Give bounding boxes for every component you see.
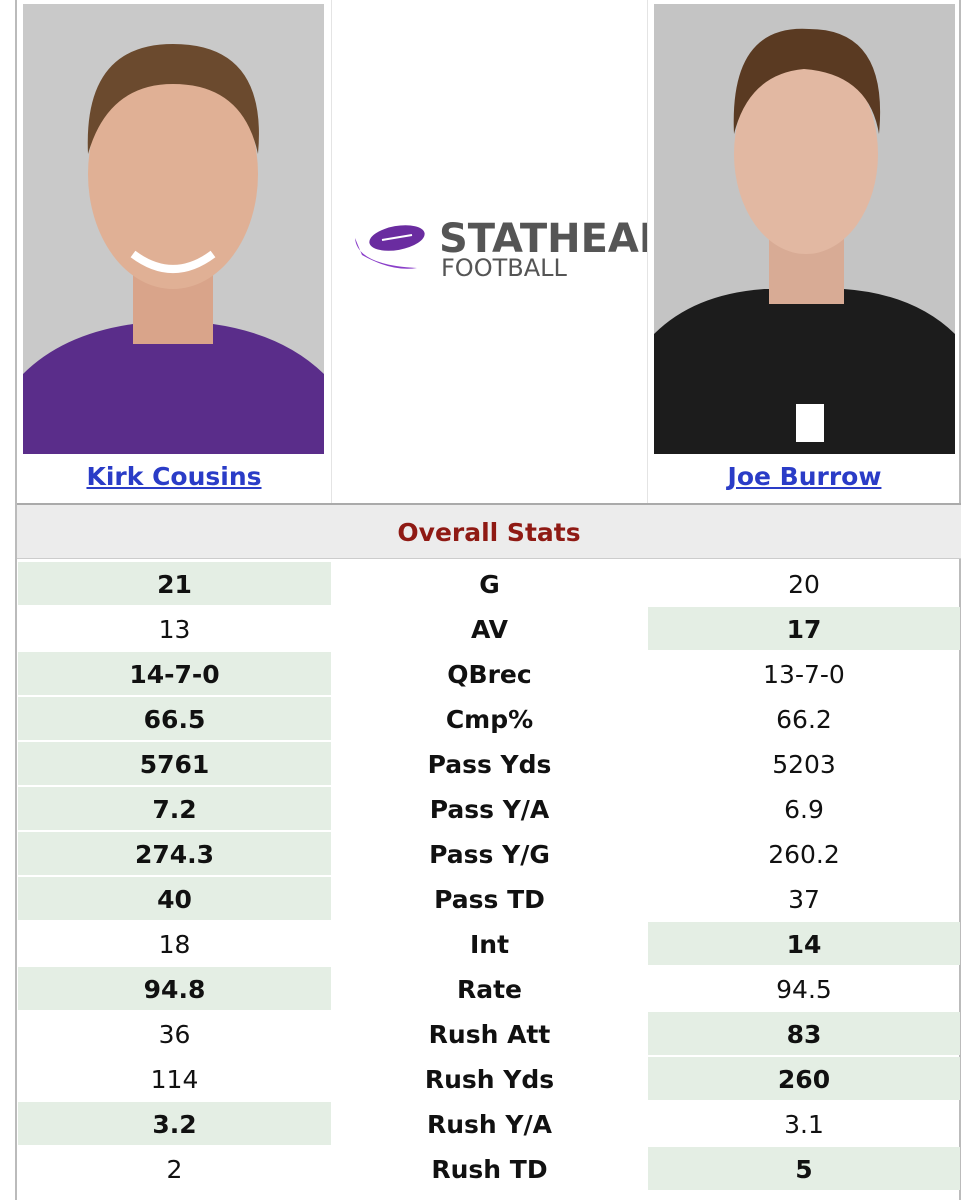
header: Kirk Cousins STATHEAD FOOTBALL Joe Burro… bbox=[17, 0, 961, 505]
stat-row: 40 Pass TD 37 bbox=[17, 877, 961, 922]
stat-row: 114 Rush Yds 260 bbox=[17, 1057, 961, 1102]
stat-name: Rush Att bbox=[428, 1020, 551, 1049]
player-right: Joe Burrow bbox=[648, 0, 961, 503]
stat-value: 2 bbox=[166, 1155, 183, 1184]
stat-name: G bbox=[479, 570, 500, 599]
stats-table: 21 G 20 13 AV 17 14-7-0 QBrec 13-7-0 66.5 Cmp% 66.2… bbox=[17, 562, 961, 1192]
section-title: Overall Stats bbox=[17, 505, 961, 559]
stat-value: 83 bbox=[648, 1012, 960, 1055]
stat-value: 260 bbox=[648, 1057, 960, 1100]
stat-name: Rate bbox=[456, 975, 523, 1004]
stat-value: 14-7-0 bbox=[18, 652, 331, 695]
player-photo bbox=[654, 4, 955, 454]
stat-value: 21 bbox=[18, 562, 331, 605]
stat-name: Rush Yds bbox=[424, 1065, 555, 1094]
stat-row: 274.3 Pass Y/G 260.2 bbox=[17, 832, 961, 877]
stat-value: 13 bbox=[158, 615, 191, 644]
stat-value: 17 bbox=[648, 607, 960, 650]
stat-value: 274.3 bbox=[18, 832, 331, 875]
logo-subtitle: FOOTBALL bbox=[441, 254, 568, 282]
stat-value: 20 bbox=[788, 570, 820, 599]
stat-value: 6.9 bbox=[784, 795, 824, 824]
logo-title: STATHEAD bbox=[439, 216, 647, 262]
stat-row: 14-7-0 QBrec 13-7-0 bbox=[17, 652, 961, 697]
stat-row: 2 Rush TD 5 bbox=[17, 1147, 961, 1192]
stat-value: 260.2 bbox=[768, 840, 840, 869]
player-name[interactable]: Joe Burrow bbox=[727, 462, 882, 491]
stat-row: 3.2 Rush Y/A 3.1 bbox=[17, 1102, 961, 1147]
stat-value: 94.8 bbox=[18, 967, 331, 1010]
stat-value: 40 bbox=[18, 877, 331, 920]
stat-name: Cmp% bbox=[445, 705, 534, 734]
stat-value: 7.2 bbox=[18, 787, 331, 830]
stat-row: 94.8 Rate 94.5 bbox=[17, 967, 961, 1012]
stat-value: 94.5 bbox=[776, 975, 832, 1004]
stat-name: Pass Yds bbox=[427, 750, 552, 779]
stat-row: 7.2 Pass Y/A 6.9 bbox=[17, 787, 961, 832]
stat-row: 21 G 20 bbox=[17, 562, 961, 607]
stat-name: AV bbox=[471, 615, 508, 644]
stat-value: 18 bbox=[158, 930, 191, 959]
logo: STATHEAD FOOTBALL bbox=[355, 216, 647, 282]
stat-value: 13-7-0 bbox=[763, 660, 845, 689]
logo-col: STATHEAD FOOTBALL bbox=[332, 0, 648, 503]
stat-value: 36 bbox=[158, 1020, 191, 1049]
stat-name: Rush TD bbox=[431, 1155, 548, 1184]
comparison: Kirk Cousins STATHEAD FOOTBALL Joe Burro… bbox=[15, 0, 961, 1200]
stat-value: 5203 bbox=[772, 750, 836, 779]
stat-name: Pass Y/G bbox=[429, 840, 550, 869]
player-photo bbox=[23, 4, 324, 454]
player-name[interactable]: Kirk Cousins bbox=[86, 462, 262, 491]
stat-value: 3.1 bbox=[784, 1110, 824, 1139]
stat-row: 36 Rush Att 83 bbox=[17, 1012, 961, 1057]
stat-value: 5 bbox=[648, 1147, 960, 1190]
stat-row: 18 Int 14 bbox=[17, 922, 961, 967]
stat-name: QBrec bbox=[447, 660, 532, 689]
stat-value: 66.2 bbox=[776, 705, 832, 734]
stat-name: Rush Y/A bbox=[426, 1110, 552, 1139]
stat-name: Pass TD bbox=[434, 885, 545, 914]
stat-value: 5761 bbox=[18, 742, 331, 785]
player-left: Kirk Cousins bbox=[17, 0, 332, 503]
stat-row: 13 AV 17 bbox=[17, 607, 961, 652]
stat-row: 5761 Pass Yds 5203 bbox=[17, 742, 961, 787]
stat-value: 14 bbox=[648, 922, 960, 965]
stat-value: 37 bbox=[788, 885, 820, 914]
stat-row: 66.5 Cmp% 66.2 bbox=[17, 697, 961, 742]
stat-name: Int bbox=[469, 930, 510, 959]
stat-value: 114 bbox=[150, 1065, 199, 1094]
stat-name: Pass Y/A bbox=[429, 795, 550, 824]
stat-value: 3.2 bbox=[18, 1102, 331, 1145]
stat-value: 66.5 bbox=[18, 697, 331, 740]
